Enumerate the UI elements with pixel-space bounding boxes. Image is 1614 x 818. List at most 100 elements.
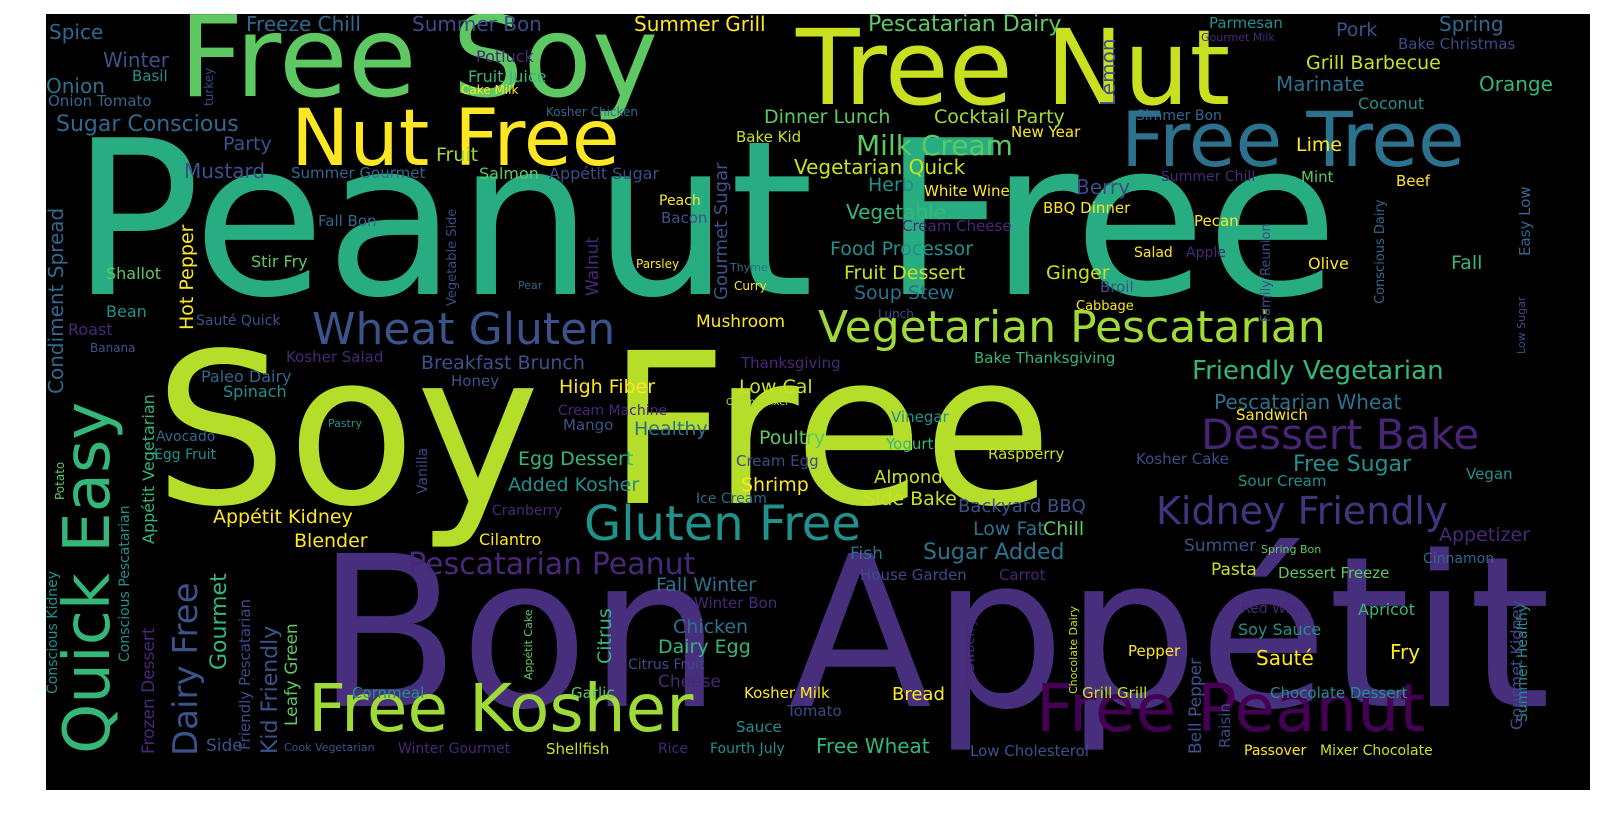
cloud-word: Free Peanut: [1036, 670, 1426, 747]
cloud-word: Free Sugar: [1293, 452, 1412, 477]
cloud-word: Low Fat: [973, 518, 1045, 540]
cloud-word: Pork: [1336, 19, 1378, 41]
cloud-word: turkey: [202, 67, 216, 106]
cloud-word: Ginger: [1046, 262, 1110, 284]
cloud-word: Peach: [659, 193, 701, 209]
cloud-word: Roast: [68, 320, 113, 339]
cloud-word: Banana: [90, 341, 136, 355]
cloud-word: Bell Pepper: [1186, 657, 1206, 754]
cloud-word: Raisin: [1216, 703, 1234, 748]
cloud-word: Vegetable: [846, 200, 947, 224]
cloud-word: Tomato: [787, 702, 842, 720]
cloud-word: Stir Fry: [251, 252, 308, 271]
cloud-word: Fall: [1451, 252, 1483, 274]
cloud-word: Cream Mixer: [726, 397, 790, 408]
cloud-word: Summer: [1184, 536, 1257, 556]
cloud-word: Garlic: [571, 684, 615, 702]
cloud-word: Honey: [451, 372, 500, 390]
cloud-word: Bake Thanksgiving: [974, 349, 1116, 367]
cloud-word: Free Wheat: [816, 734, 930, 758]
cloud-word: Shallot: [106, 264, 162, 283]
cloud-word: Paleo Dairy: [201, 367, 292, 386]
cloud-word: Dairy Egg: [658, 636, 751, 658]
cloud-word: Strawberry: [963, 618, 978, 690]
cloud-word: Gourmet Kidney: [1507, 600, 1526, 730]
cloud-word: Vegan: [1466, 465, 1513, 483]
cloud-word: Fry: [1390, 640, 1421, 664]
cloud-word: Dairy Free: [166, 582, 206, 756]
cloud-word: Pear: [518, 279, 543, 292]
cloud-word: Fish: [850, 544, 883, 564]
cloud-word: Lemon: [1096, 38, 1120, 107]
cloud-word: Salad: [1134, 245, 1173, 261]
cloud-word: Cocktail Party: [934, 106, 1065, 128]
cloud-word: Added Kosher: [508, 474, 640, 496]
cloud-word: Cornmeal: [352, 684, 425, 702]
cloud-word: Dessert Bake: [1201, 410, 1480, 459]
cloud-word: Pecan: [1194, 212, 1239, 230]
cloud-word: Chocolate Dairy: [1067, 606, 1080, 694]
cloud-word: Onion Tomato: [48, 92, 152, 110]
cloud-word: Fruit: [436, 144, 479, 166]
cloud-word: Cilantro: [479, 530, 542, 549]
cloud-word: Vinegar: [891, 408, 949, 426]
cloud-word: Conscious Dairy: [1373, 199, 1388, 304]
cloud-word: Thanksgiving: [741, 354, 841, 372]
cloud-word: Mixer Chocolate: [1320, 743, 1433, 759]
cloud-word: Mint: [1301, 168, 1334, 186]
cloud-word: Spice: [49, 20, 104, 44]
cloud-word: Grill Grill: [1082, 684, 1148, 702]
cloud-word: Chicken: [673, 616, 749, 638]
cloud-word: Hot Pepper: [176, 224, 198, 331]
cloud-word: Sandwich: [1236, 406, 1308, 424]
cloud-word: Milk Cream: [856, 129, 1013, 162]
cloud-word: Quick Easy: [51, 401, 125, 754]
cloud-word: Leafy Green: [282, 623, 302, 726]
cloud-word: Raspberry: [988, 445, 1065, 463]
cloud-word: Conscious Kidney: [46, 570, 61, 694]
cloud-word: House Garden: [860, 566, 967, 584]
cloud-word: Marinate: [1276, 72, 1365, 96]
cloud-word: Party: [223, 133, 272, 155]
cloud-word: Side: [206, 736, 243, 756]
cloud-word: Pescatarian Dairy: [868, 14, 1062, 37]
cloud-word: Bake Kid: [736, 128, 802, 146]
cloud-word: Soy Free: [154, 308, 1053, 553]
cloud-word: Frozen Dessert: [139, 627, 159, 755]
cloud-word: Mustard: [184, 159, 266, 183]
cloud-word: Apple: [1186, 245, 1226, 261]
cloud-word: Bean: [106, 302, 147, 321]
cloud-word: Cream Machine: [558, 403, 668, 419]
cloud-word: Cake Milk: [461, 83, 519, 97]
cloud-word: Fourth July: [710, 741, 785, 757]
cloud-word: Healthy: [634, 418, 708, 440]
cloud-word: Kidney Friendly: [1156, 489, 1448, 533]
cloud-word: White Wine: [924, 182, 1010, 200]
cloud-word: Free Soy: [179, 14, 659, 123]
cloud-word: Winter: [103, 48, 169, 72]
cloud-word: Appétit Vegetarian: [139, 394, 158, 544]
cloud-word: Pepper: [1128, 642, 1181, 660]
cloud-word: Citrus: [594, 608, 616, 664]
cloud-word: Blender: [294, 530, 368, 552]
cloud-word: Cook Vegetarian: [284, 741, 375, 754]
cloud-word: Herb: [868, 174, 914, 196]
cloud-word: Spinach: [223, 382, 287, 401]
cloud-word: Bake Christmas: [1398, 35, 1516, 53]
cloud-word: Avocado: [156, 429, 216, 445]
cloud-word: Dessert Freeze: [1278, 564, 1390, 582]
cloud-word: Cinnamon: [1423, 551, 1495, 567]
cloud-word: Sauté Quick: [196, 313, 281, 329]
cloud-word: Olive: [1308, 254, 1349, 273]
cloud-word: Lunch: [878, 307, 914, 321]
cloud-word: Passover: [1244, 743, 1307, 759]
cloud-word: Fall Winter: [656, 574, 757, 596]
cloud-word: Mushroom: [696, 312, 786, 332]
cloud-word: Fall Bon: [318, 212, 377, 230]
cloud-word: Basil: [132, 67, 168, 85]
cloud-word: Chill: [1043, 518, 1085, 540]
cloud-word: Fruit Dessert: [844, 262, 966, 284]
cloud-word: Summer Grill: [634, 14, 766, 36]
cloud-word: Gourmet Sugar: [711, 162, 732, 300]
